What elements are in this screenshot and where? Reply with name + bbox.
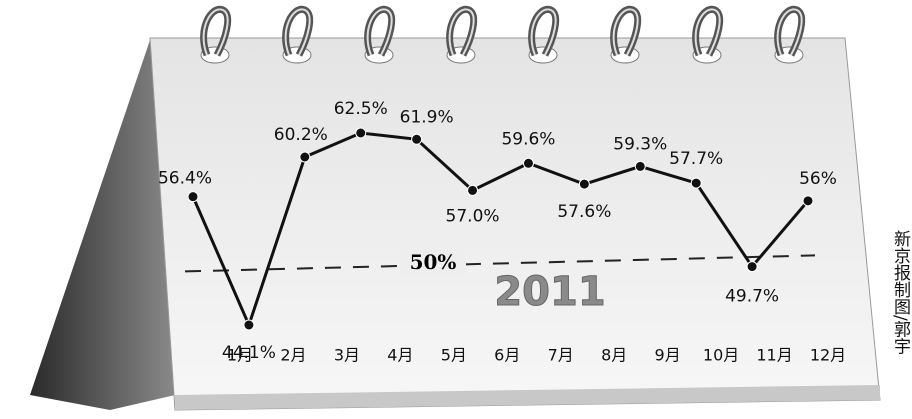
point [634, 160, 646, 172]
month-label: 7月 [548, 346, 574, 365]
ring [612, 8, 639, 56]
value-label: 59.6% [501, 129, 555, 149]
reference-label: 50% [410, 250, 457, 274]
value-label: 60.2% [274, 125, 328, 145]
ring [530, 8, 557, 56]
point [467, 184, 479, 196]
value-label: 57.7% [669, 149, 723, 169]
line [191, 131, 810, 330]
reference-label-bg [400, 249, 466, 276]
value-label: 44.1% [222, 343, 276, 363]
point [411, 133, 423, 145]
point [187, 191, 199, 203]
ring [694, 8, 721, 56]
value-label: 57.6% [557, 202, 611, 222]
point [578, 178, 590, 190]
month-label: 3月 [334, 346, 360, 365]
value-label: 61.9% [400, 107, 454, 127]
month-label: 6月 [494, 346, 520, 365]
month-label: 10月 [703, 346, 739, 365]
calendar-edge [175, 385, 880, 410]
value-label: 56% [799, 169, 837, 189]
reference-line [184, 254, 816, 273]
point [299, 151, 311, 163]
ring [448, 8, 475, 56]
ring [366, 8, 393, 56]
value-label: 49.7% [725, 287, 779, 307]
point [243, 319, 255, 331]
value-label: 57.0% [446, 206, 500, 226]
month-label: 1月 [227, 346, 253, 365]
value-label: 56.4% [158, 169, 212, 189]
month-label: 12月 [810, 346, 846, 365]
value-label: 62.5% [334, 99, 388, 119]
rings [200, 5, 806, 64]
calendar-back [30, 40, 175, 410]
point [690, 177, 702, 189]
month-label: 5月 [441, 346, 467, 365]
point [802, 195, 814, 207]
credit: 新京报制图/郭宇 [890, 230, 911, 355]
month-label: 9月 [655, 346, 681, 365]
ring [776, 8, 803, 56]
month-label: 2月 [280, 346, 306, 365]
point [522, 157, 534, 169]
month-label: 4月 [387, 346, 413, 365]
ring [284, 8, 311, 56]
ring [202, 8, 229, 56]
point [746, 261, 758, 273]
month-label: 8月 [601, 346, 627, 365]
point [355, 127, 367, 139]
month-label: 11月 [756, 346, 792, 365]
value-label: 59.3% [613, 134, 667, 154]
plot: 50% 56.4% 44.1% 60.2% 62.5% 61.9% 57.0% 59.6% 57… [158, 99, 846, 365]
year: 2011 [494, 269, 605, 315]
